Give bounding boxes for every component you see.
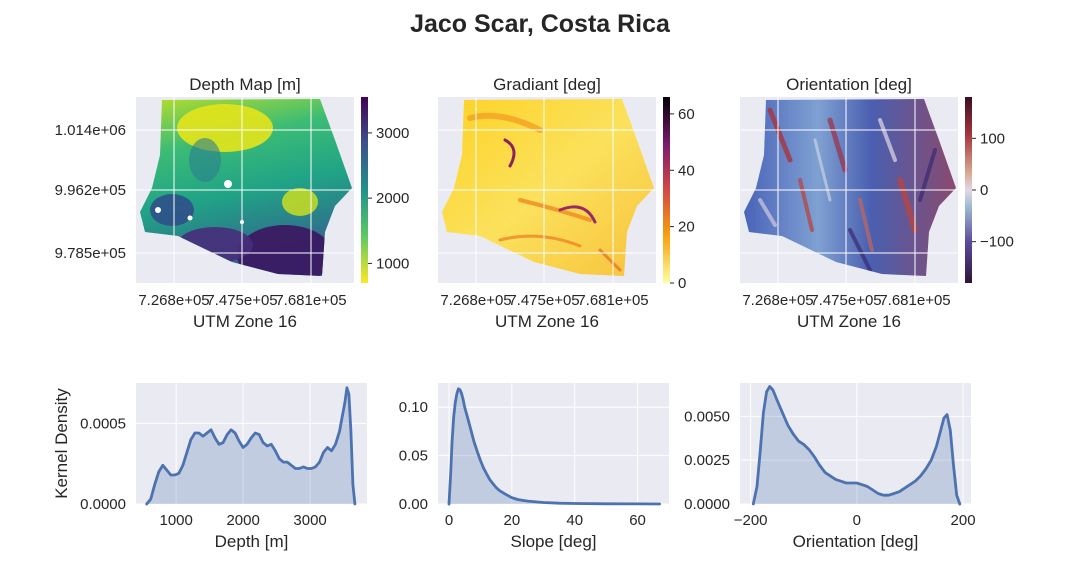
kde-ylabel: Kernel Density — [52, 388, 71, 499]
colorbar-tick-label: 0 — [678, 275, 686, 292]
gradient-map-panel: Gradiant [deg] 7.268e+05 7.475e+05 7.681… — [438, 75, 695, 331]
orientation-map-panel: Orientation [deg] 7.268e+05 7.475e+05 — [740, 75, 1014, 331]
kde-ytick-label: 0.05 — [399, 448, 428, 465]
colorbar-tick-label: 40 — [678, 162, 695, 179]
depth-kde-plot: 1000 2000 3000 0.0000 0.0005 Depth [m] Kernel … — [52, 383, 367, 551]
figure-title: Jaco Scar, Costa Rica — [410, 10, 671, 38]
gradient-colorbar-ticks: 0 20 40 60 — [670, 106, 695, 292]
depth-map-xlabel: UTM Zone 16 — [193, 312, 297, 331]
kde-xtick-label: 1000 — [159, 512, 192, 529]
colorbar-tick-label: 2000 — [376, 190, 409, 207]
kde-xlabel: Orientation [deg] — [793, 532, 919, 551]
kde-xtick-label: 3000 — [293, 512, 326, 529]
kde-ytick-label: 0.0000 — [80, 496, 126, 513]
kde-area — [449, 388, 660, 504]
colorbar-tick-label: 1000 — [376, 255, 409, 272]
orientation-map-xlabel: UTM Zone 16 — [797, 312, 901, 331]
colorbar-tick-label: 60 — [678, 106, 695, 123]
kde-xtick-label: 20 — [504, 512, 521, 529]
gradient-map-xtick-label: 7.268e+05 — [440, 292, 511, 309]
kde-area — [146, 387, 355, 504]
kde-xtick-label: −200 — [734, 512, 768, 529]
kde-xtick-label: 2000 — [226, 512, 259, 529]
orientation-kde-plot: −200 0 200 0.0000 0.0025 0.0050 Orientation [d… — [684, 383, 976, 551]
kde-plot-background — [438, 383, 669, 504]
orientation-map-xtick-label: 7.268e+05 — [742, 292, 813, 309]
slope-kde-plot: 0 20 40 60 0.00 0.05 0.10 Slope [deg] — [399, 383, 669, 551]
kde-ytick-label: 0.0000 — [684, 496, 730, 513]
kde-ytick-label: 0.0050 — [684, 408, 730, 425]
colorbar-tick-label: 20 — [678, 219, 695, 236]
kde-line — [145, 386, 357, 506]
gradient-map-title: Gradiant [deg] — [493, 75, 601, 94]
gradient-map-grid — [438, 97, 656, 283]
depth-map-ytick-label: 1.014e+06 — [55, 122, 126, 139]
depth-map-title: Depth Map [m] — [189, 75, 301, 94]
depth-map-xtick-label: 7.268e+05 — [138, 292, 209, 309]
kde-area — [753, 386, 960, 504]
gradient-map-xtick-label: 7.475e+05 — [508, 292, 579, 309]
colorbar-tick-label: 3000 — [376, 125, 409, 142]
kde-line — [751, 385, 962, 506]
kde-xtick-label: 40 — [566, 512, 583, 529]
depth-map-ytick-label: 9.785e+05 — [55, 245, 126, 262]
gradient-map-xtick-label: 7.681e+05 — [577, 292, 648, 309]
kde-xtick-label: 60 — [629, 512, 646, 529]
kde-ytick-label: 0.0005 — [80, 415, 126, 432]
kde-xlabel: Slope [deg] — [510, 532, 596, 551]
depth-map-xtick-label: 7.681e+05 — [275, 292, 346, 309]
kde-ytick-label: 0.00 — [399, 496, 428, 513]
orientation-map-grid — [740, 97, 958, 283]
kde-plot-background — [136, 383, 367, 504]
colorbar-tick-label: 100 — [980, 130, 1005, 147]
kde-xtick-label: 200 — [951, 512, 976, 529]
gradient-map-raster — [442, 99, 654, 276]
kde-xtick-label: 0 — [853, 512, 861, 529]
depth-map-ytick-label: 9.962e+05 — [55, 182, 126, 199]
colorbar-tick-label: 0 — [980, 182, 988, 199]
orientation-colorbar-ticks: −100 0 100 — [972, 130, 1014, 251]
depth-colorbar-ticks: 1000 2000 3000 — [368, 125, 409, 272]
colorbar-tick-label: −100 — [980, 234, 1014, 251]
kde-line — [447, 387, 661, 506]
kde-xtick-label: 0 — [445, 512, 453, 529]
orientation-map-title: Orientation [deg] — [786, 75, 912, 94]
kde-xlabel: Depth [m] — [215, 532, 289, 551]
orientation-colorbar — [965, 97, 972, 283]
gradient-map-xlabel: UTM Zone 16 — [495, 312, 599, 331]
kde-ytick-label: 0.10 — [399, 399, 428, 416]
depth-colorbar — [361, 97, 368, 283]
depth-map-xtick-label: 7.475e+05 — [206, 292, 277, 309]
orientation-map-raster — [744, 99, 956, 276]
gradient-colorbar — [663, 97, 670, 283]
kde-ytick-label: 0.0025 — [684, 452, 730, 469]
orientation-map-xtick-label: 7.681e+05 — [879, 292, 950, 309]
depth-map-panel: Depth Map [m] 1.014e+06 9.962e+05 9.785e… — [55, 75, 410, 331]
orientation-map-xtick-label: 7.475e+05 — [810, 292, 881, 309]
depth-map-grid — [136, 97, 354, 283]
